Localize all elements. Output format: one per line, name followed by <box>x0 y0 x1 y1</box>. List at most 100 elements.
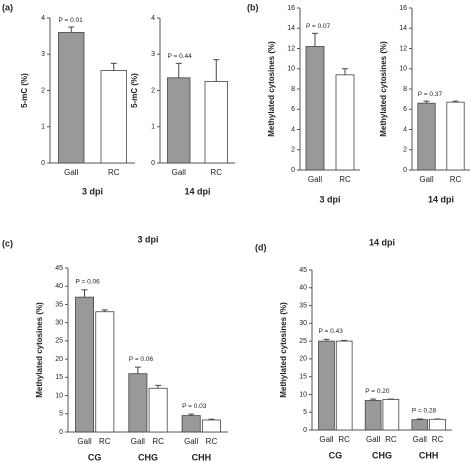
bar <box>335 340 353 431</box>
y-tick-label: 15 <box>299 374 307 381</box>
series-label: Gall <box>319 435 333 444</box>
annotation: P = 0.07 <box>306 23 331 30</box>
series-label: Gall <box>413 435 427 444</box>
y-tick-label: 30 <box>299 320 307 327</box>
y-tick-label: 6 <box>403 106 407 113</box>
panel-label: (d) <box>255 242 267 252</box>
y-tick-label: 8 <box>291 86 295 93</box>
bar <box>364 400 382 431</box>
bar <box>148 387 168 433</box>
bar <box>58 32 85 164</box>
y-tick-label: 35 <box>55 301 63 308</box>
x-tick-label: Gall <box>419 175 433 184</box>
y-tick-label: 10 <box>299 391 307 398</box>
x-tick-label: CG <box>88 452 102 462</box>
y-tick-label: 0 <box>403 167 407 174</box>
series-label: RC <box>99 437 111 446</box>
bar <box>167 77 191 164</box>
y-tick-label: 4 <box>291 126 295 133</box>
annotation: P = 0.03 <box>182 403 207 410</box>
y-tick-label: 4 <box>41 15 45 22</box>
x-tick-label: Gall <box>172 168 186 177</box>
bar <box>318 340 335 431</box>
y-tick-label: 12 <box>287 45 295 52</box>
bar <box>446 101 465 171</box>
chart-title: 14 dpi <box>369 237 395 247</box>
annotation: P = 0.37 <box>418 91 443 98</box>
y-tick-label: 4 <box>403 126 407 133</box>
y-tick-label: 0 <box>41 160 45 167</box>
y-tick-label: 5 <box>59 411 63 418</box>
series-label: RC <box>385 435 397 444</box>
bar <box>382 399 400 431</box>
x-tick-label: RC <box>339 175 351 184</box>
annotation: P = 0.01 <box>59 17 84 24</box>
series-label: RC <box>432 435 444 444</box>
chart-title: 3 dpi <box>82 186 103 196</box>
series-label: Gall <box>184 437 198 446</box>
y-tick-label: 0 <box>59 429 63 436</box>
x-tick-label: CG <box>329 450 343 460</box>
y-tick-label: 2 <box>291 147 295 154</box>
series-label: Gall <box>131 437 145 446</box>
series-label: RC <box>338 435 350 444</box>
y-tick-label: 16 <box>287 5 295 12</box>
y-tick-label: 14 <box>399 25 407 32</box>
y-tick-label: 6 <box>291 106 295 113</box>
bar <box>75 296 95 433</box>
bar <box>417 102 436 171</box>
y-tick-label: 10 <box>287 66 295 73</box>
annotation: P = 0.20 <box>365 388 390 395</box>
y-tick-label: 2 <box>403 147 407 154</box>
bar <box>128 373 148 433</box>
panel-label: (b) <box>247 2 259 12</box>
y-tick-label: 15 <box>55 374 63 381</box>
y-axis-label: Methylated cytosines (%) <box>379 41 388 137</box>
y-tick-label: 3 <box>151 51 155 58</box>
x-tick-label: CHG <box>138 452 158 462</box>
series-label: RC <box>152 437 164 446</box>
x-tick-label: CHH <box>192 452 212 462</box>
y-tick-label: 3 <box>41 51 45 58</box>
y-tick-label: 45 <box>55 265 63 272</box>
bar <box>429 418 446 431</box>
bar <box>204 81 228 164</box>
series-label: RC <box>206 437 218 446</box>
y-axis-label: 5-mC (%) <box>130 73 139 108</box>
y-tick-label: 20 <box>299 356 307 363</box>
y-axis-label: Methylated cytosines (%) <box>267 41 276 137</box>
y-tick-label: 10 <box>55 392 63 399</box>
chart-title: 14 dpi <box>184 186 210 196</box>
bar <box>411 419 429 431</box>
y-tick-label: 5 <box>303 409 307 416</box>
y-tick-label: 35 <box>299 302 307 309</box>
panel-label: (c) <box>2 238 13 248</box>
bar <box>201 419 221 433</box>
y-tick-label: 0 <box>303 427 307 434</box>
y-axis-label: Methylated cytosines (%) <box>35 302 44 398</box>
bar <box>95 311 115 433</box>
annotation: P = 0.06 <box>75 279 100 286</box>
annotation: P = 0.28 <box>412 408 437 415</box>
bar <box>181 415 201 433</box>
y-tick-label: 40 <box>55 283 63 290</box>
chart-title: 14 dpi <box>428 194 454 204</box>
y-tick-label: 8 <box>403 86 407 93</box>
y-tick-label: 4 <box>151 15 155 22</box>
chart-title: 3 dpi <box>319 194 340 204</box>
x-tick-label: RC <box>108 168 120 177</box>
panel-label: (a) <box>2 2 13 12</box>
y-tick-label: 30 <box>55 320 63 327</box>
y-tick-label: 14 <box>287 25 295 32</box>
y-tick-label: 10 <box>399 66 407 73</box>
y-tick-label: 20 <box>55 356 63 363</box>
series-label: Gall <box>366 435 380 444</box>
x-tick-label: Gall <box>308 175 322 184</box>
annotation: P = 0.06 <box>129 356 154 363</box>
y-tick-label: 45 <box>299 267 307 274</box>
chart-title: 3 dpi <box>137 234 158 244</box>
x-tick-label: CHH <box>419 450 439 460</box>
y-tick-label: 25 <box>55 338 63 345</box>
annotation: P = 0.43 <box>319 328 344 335</box>
